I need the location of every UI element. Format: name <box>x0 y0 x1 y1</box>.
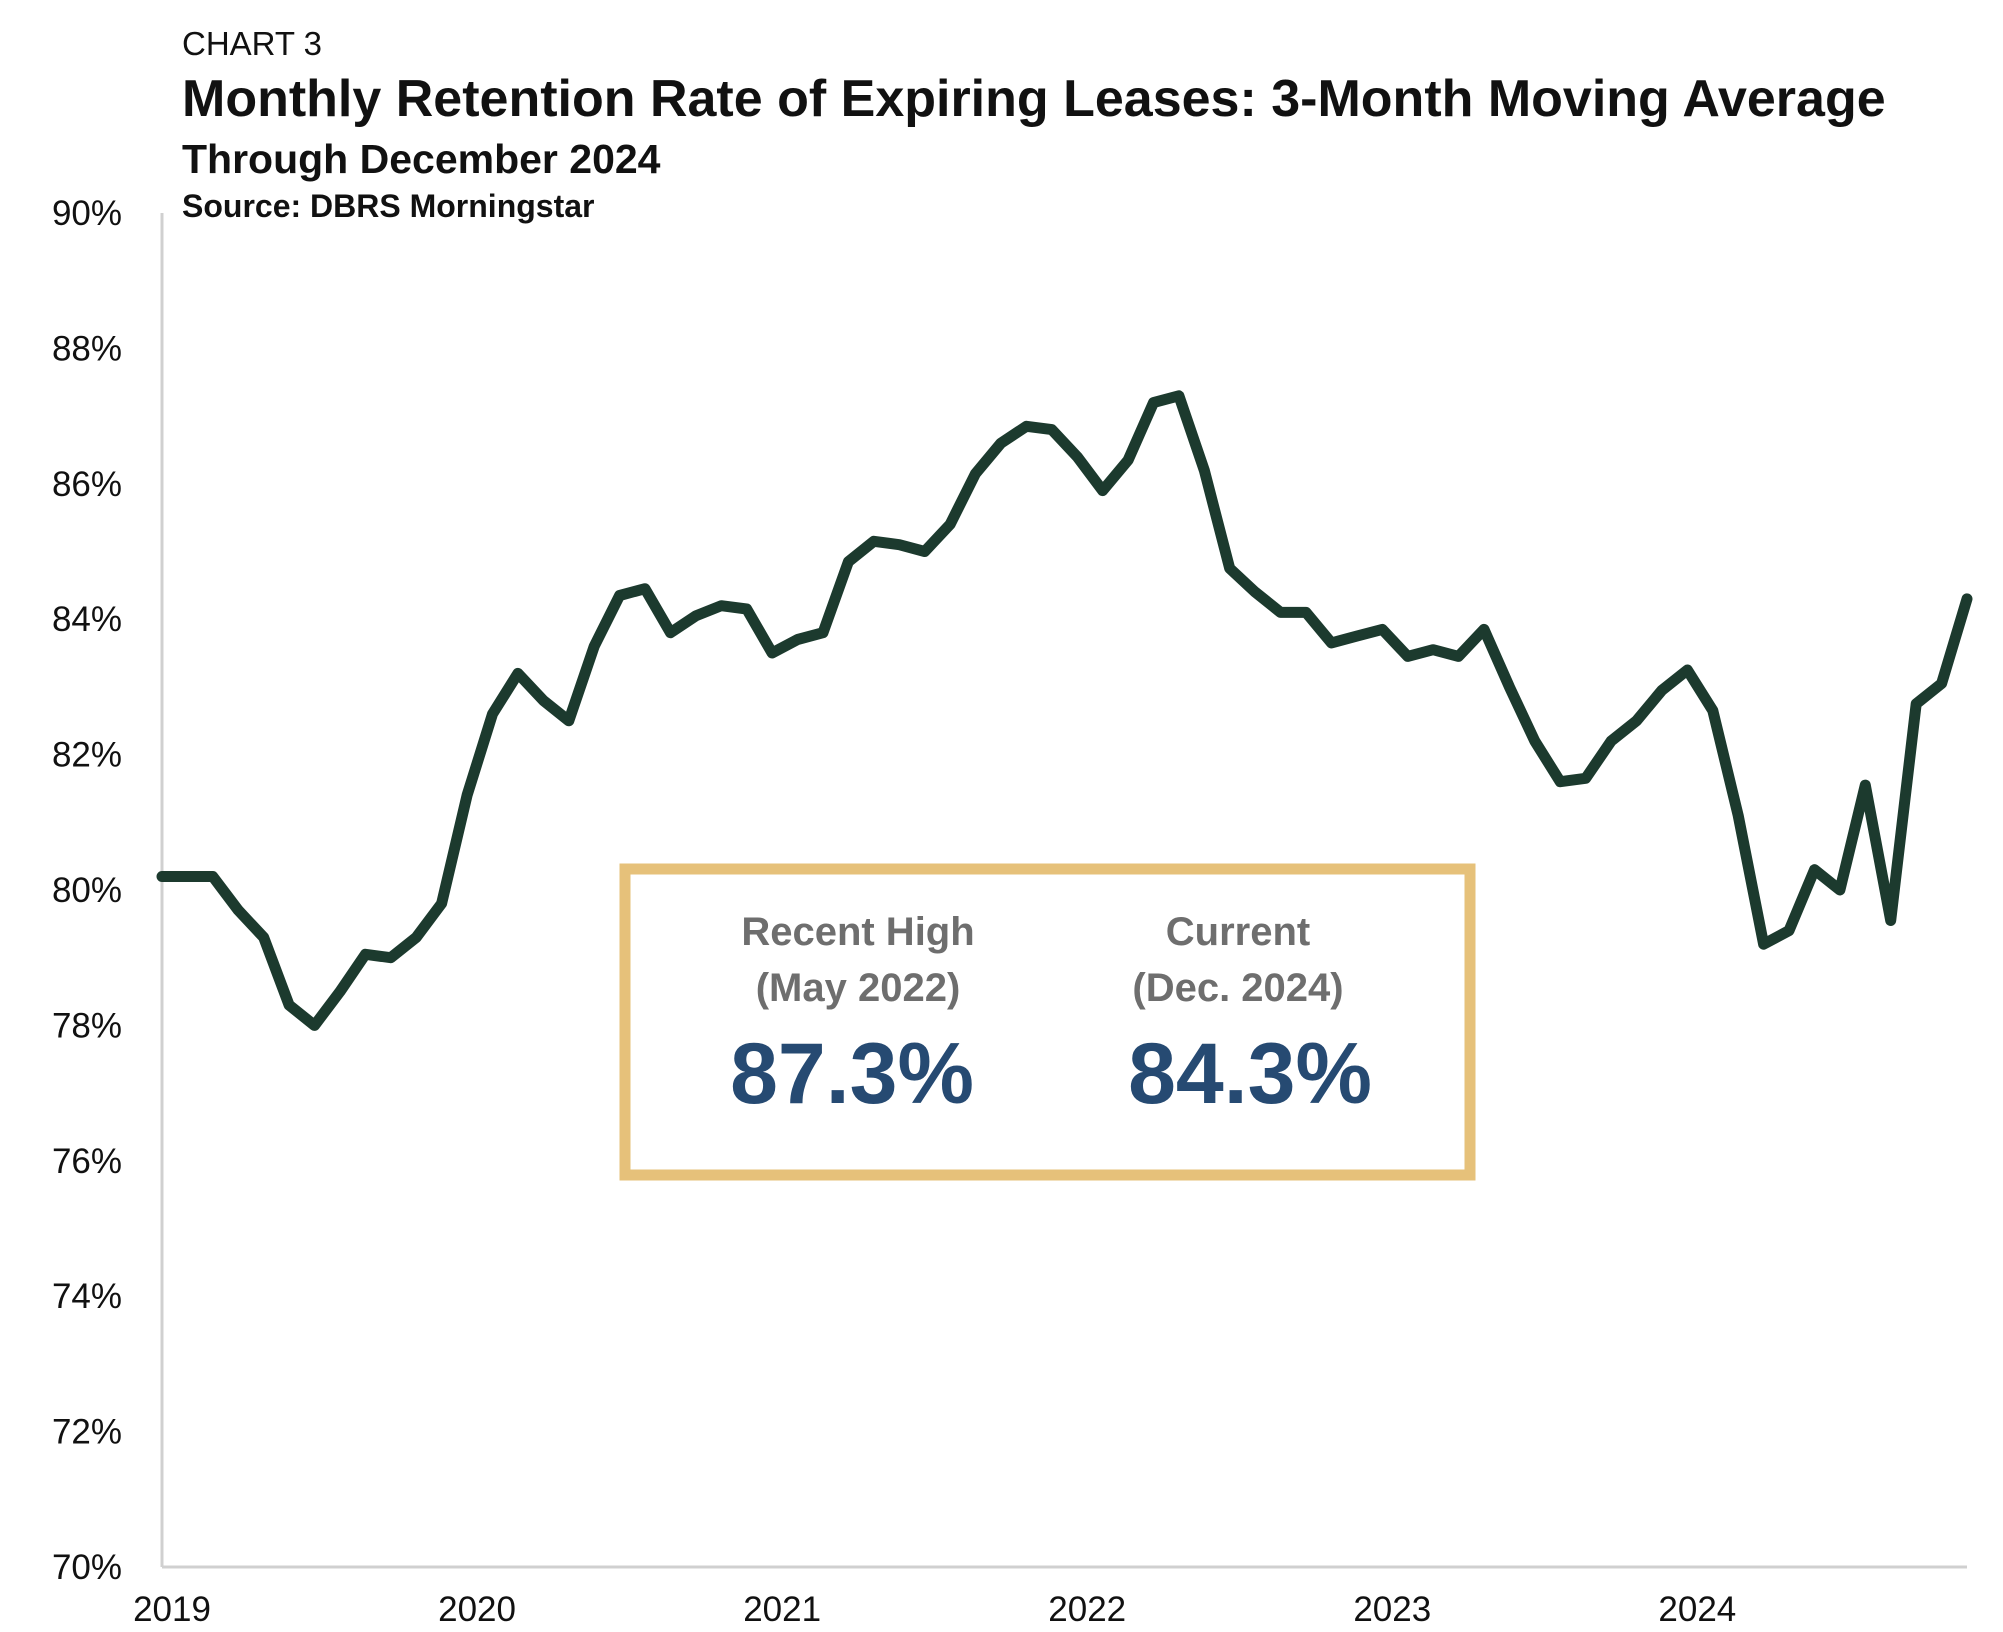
callout-current: Current (Dec. 2024) 84.3% <box>1128 910 1372 1122</box>
y-tick-label: 74% <box>52 1277 122 1316</box>
callout-current-label: Current <box>1166 910 1310 954</box>
y-axis-tick-labels: 70% 72% 74% 76% 78% 80% 82% 84% 86% 88% 90% <box>52 194 122 1587</box>
x-axis-tick-labels: 2019 2020 2021 2022 2023 2024 <box>133 1590 1736 1629</box>
callout-high-value: 87.3% <box>730 1026 974 1122</box>
callout-current-date: (Dec. 2024) <box>1132 966 1343 1010</box>
y-tick-label: 78% <box>52 1006 122 1045</box>
callout-border <box>619 863 1476 1181</box>
series-line <box>156 390 1973 1031</box>
x-tick-label: 2021 <box>743 1590 821 1629</box>
x-tick-label: 2024 <box>1658 1590 1736 1629</box>
x-tick-label: 2019 <box>133 1590 211 1629</box>
series-lines <box>156 390 1973 1031</box>
y-tick-label: 90% <box>52 194 122 233</box>
chart-title: Monthly Retention Rate of Expiring Lease… <box>182 70 1886 128</box>
x-tick-label: 2023 <box>1353 1590 1431 1629</box>
y-tick-label: 88% <box>52 329 122 368</box>
callout-high-date: (May 2022) <box>756 966 961 1010</box>
chart-source: Source: DBRS Morningstar <box>182 188 595 224</box>
x-tick-label: 2022 <box>1048 1590 1126 1629</box>
y-tick-label: 70% <box>52 1548 122 1587</box>
callout-high-label: Recent High <box>741 910 974 954</box>
y-tick-label: 82% <box>52 736 122 775</box>
y-tick-label: 72% <box>52 1413 122 1452</box>
callout-box: Recent High (May 2022) 87.3% Current (De… <box>619 863 1476 1181</box>
y-tick-label: 84% <box>52 600 122 639</box>
chart-axes <box>160 213 1967 1569</box>
chart-subtitle: Through December 2024 <box>182 136 661 182</box>
x-tick-label: 2020 <box>438 1590 516 1629</box>
callout-recent-high: Recent High (May 2022) 87.3% <box>730 910 975 1122</box>
y-tick-label: 86% <box>52 465 122 504</box>
y-tick-label: 80% <box>52 871 122 910</box>
chart-number-label: CHART 3 <box>182 25 322 62</box>
chart-header: CHART 3 Monthly Retention Rate of Expiri… <box>182 24 1982 226</box>
callout-current-value: 84.3% <box>1128 1026 1372 1122</box>
y-tick-label: 76% <box>52 1142 122 1181</box>
